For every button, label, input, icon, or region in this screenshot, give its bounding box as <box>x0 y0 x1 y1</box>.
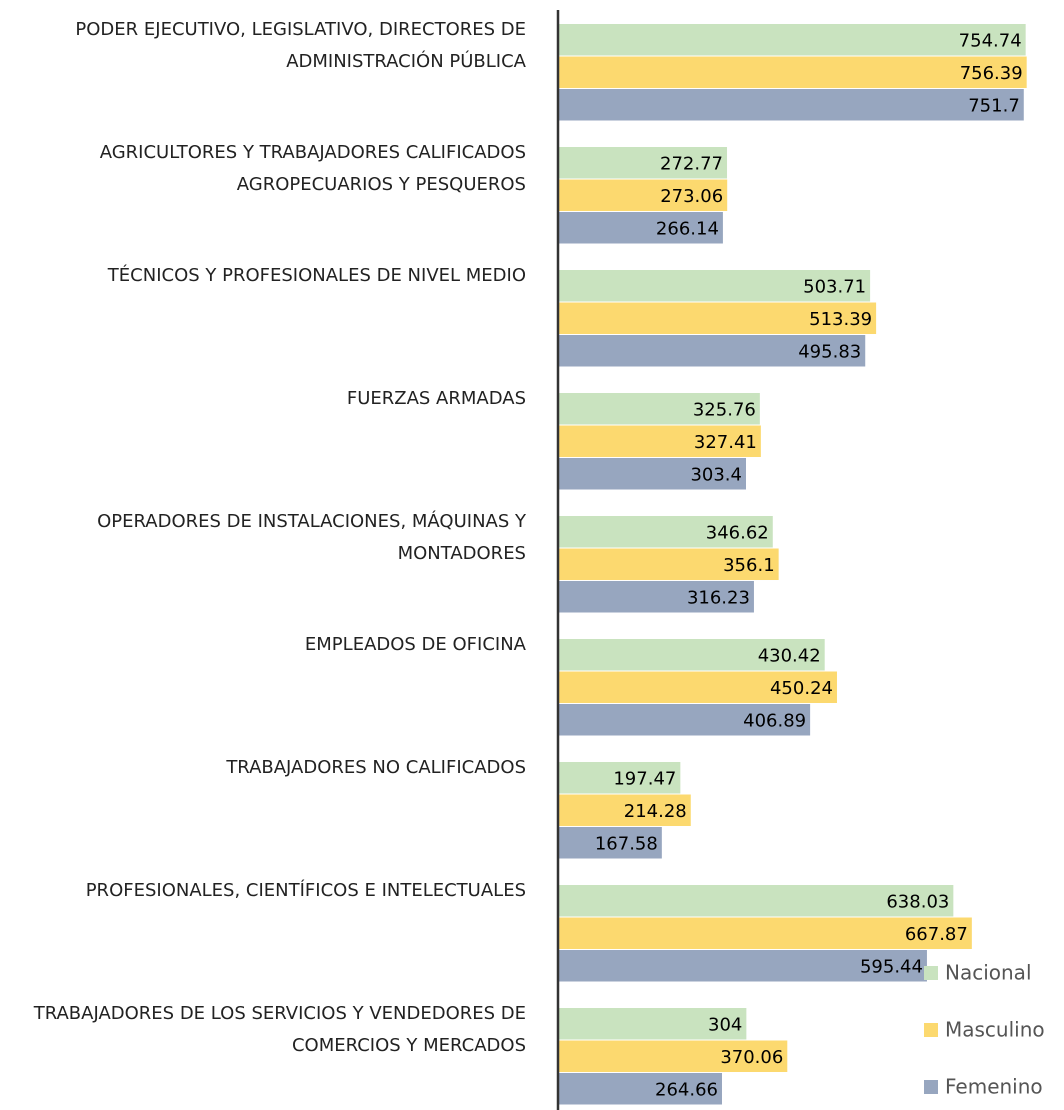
value-label: 304 <box>708 1014 742 1035</box>
value-label: 595.44 <box>860 956 923 977</box>
value-label: 273.06 <box>660 186 723 207</box>
value-label: 450.24 <box>770 678 833 699</box>
value-label: 197.47 <box>613 768 676 789</box>
value-label: 513.39 <box>809 309 872 330</box>
value-label: 503.71 <box>803 276 866 297</box>
value-label: 327.41 <box>694 432 757 453</box>
value-label: 495.83 <box>798 341 861 362</box>
category-label: TÉCNICOS Y PROFESIONALES DE NIVEL MEDIO <box>8 260 526 292</box>
value-label: 167.58 <box>595 833 658 854</box>
bar <box>558 57 1027 89</box>
category-label: TRABAJADORES DE LOS SERVICIOS Y VENDEDOR… <box>8 998 526 1062</box>
value-label: 667.87 <box>905 924 968 945</box>
value-label: 272.77 <box>660 153 723 174</box>
value-label: 430.42 <box>758 645 821 666</box>
value-label: 346.62 <box>706 522 769 543</box>
value-label: 264.66 <box>655 1079 718 1100</box>
value-label: 303.4 <box>690 464 742 485</box>
category-label: EMPLEADOS DE OFICINA <box>8 629 526 661</box>
value-label: 406.89 <box>743 710 806 731</box>
bar <box>558 24 1026 56</box>
value-label: 756.39 <box>960 63 1023 84</box>
value-label: 325.76 <box>693 399 756 420</box>
bar <box>558 89 1024 121</box>
value-label: 751.7 <box>968 95 1020 116</box>
value-label: 214.28 <box>624 801 687 822</box>
legend-swatch <box>924 1080 938 1094</box>
category-label: PROFESIONALES, CIENTÍFICOS E INTELECTUAL… <box>8 875 526 907</box>
value-label: 356.1 <box>723 555 775 576</box>
category-label: OPERADORES DE INSTALACIONES, MÁQUINAS Y … <box>8 506 526 570</box>
value-label: 754.74 <box>959 30 1022 51</box>
value-label: 370.06 <box>720 1047 783 1068</box>
legend-swatch <box>924 1023 938 1037</box>
category-label: AGRICULTORES Y TRABAJADORES CALIFICADOS … <box>8 137 526 201</box>
category-label: PODER EJECUTIVO, LEGISLATIVO, DIRECTORES… <box>8 14 526 78</box>
value-label: 638.03 <box>886 891 949 912</box>
legend-label: Masculino <box>945 1018 1045 1042</box>
category-label: FUERZAS ARMADAS <box>8 383 526 415</box>
legend-label: Nacional <box>945 961 1032 985</box>
legend-swatch <box>924 966 938 980</box>
value-label: 266.14 <box>656 218 719 239</box>
legend-label: Femenino <box>945 1075 1043 1099</box>
page: 754.74 756.39 751.7 272.77 273.06 266.14 503.7… <box>0 0 1064 1110</box>
value-label: 316.23 <box>687 587 750 608</box>
category-label: TRABAJADORES NO CALIFICADOS <box>8 752 526 784</box>
